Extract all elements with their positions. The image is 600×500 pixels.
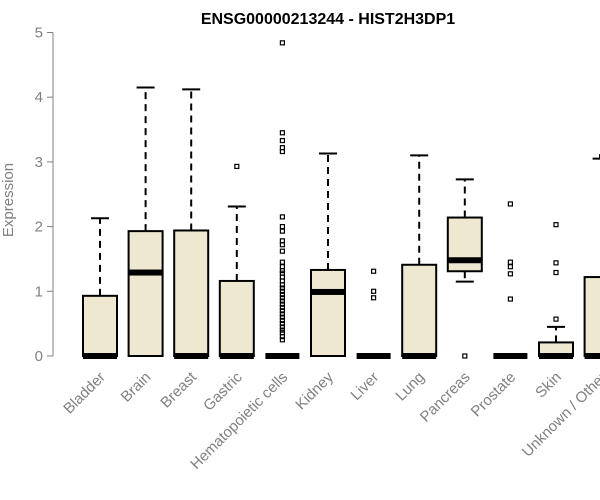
outlier-point [279, 324, 285, 330]
y-tick-label: 3 [35, 154, 43, 171]
outlier-point [279, 304, 285, 311]
outlier-point [279, 321, 285, 327]
y-tick-label: 0 [35, 348, 43, 365]
outlier-point [507, 271, 513, 277]
x-tick-label: Kidney [292, 368, 337, 413]
outlier-point [507, 296, 513, 302]
median-line [584, 353, 600, 359]
y-tick-label: 5 [35, 25, 43, 42]
median-line [83, 353, 117, 359]
outlier-point [279, 288, 285, 294]
outlier-point [279, 137, 285, 144]
outlier-point [553, 260, 559, 266]
outlier-point [279, 291, 285, 298]
median-line [265, 353, 300, 359]
median-line [128, 269, 163, 276]
outlier-point [279, 317, 285, 324]
boxes [82, 40, 600, 359]
outlier-point [279, 242, 285, 248]
x-tick-label: Lung [392, 369, 428, 405]
box-group [583, 154, 600, 359]
outlier-point [279, 311, 285, 317]
box-group [82, 217, 118, 359]
outlier-point [279, 301, 285, 307]
x-tick-label: Prostate [468, 369, 520, 421]
box-group [493, 201, 528, 359]
median-line [447, 257, 482, 264]
outlier-point [553, 222, 559, 228]
box-group [538, 222, 574, 359]
outlier-point [279, 259, 285, 265]
y-axis-label: Expression [0, 163, 17, 237]
x-tick-label: Breast [157, 368, 200, 411]
median-line [356, 353, 391, 359]
y-tick-label: 4 [35, 89, 43, 106]
outlier-point [279, 285, 285, 291]
y-tick-label: 1 [35, 283, 43, 300]
outlier-point [279, 148, 285, 155]
outlier-point [279, 282, 285, 288]
outlier-point [462, 353, 468, 359]
median-line [493, 353, 528, 359]
box [401, 263, 438, 358]
outlier-point [279, 308, 285, 314]
outlier-point [371, 295, 377, 301]
outlier-point [279, 130, 285, 136]
box [310, 268, 346, 358]
median-line [402, 353, 437, 359]
box-group [446, 178, 483, 359]
x-tick-label: Gastric [200, 368, 246, 414]
outlier-point [279, 298, 285, 304]
box [173, 229, 210, 357]
box-group [310, 152, 346, 358]
box [583, 276, 600, 358]
outlier-point [507, 264, 513, 270]
outlier-point [279, 295, 285, 301]
outlier-point [279, 314, 285, 320]
outlier-point [279, 224, 285, 230]
median-line [311, 288, 345, 295]
box-group [401, 154, 438, 359]
x-tick-label: Pancreas [417, 369, 474, 426]
outlier-point [553, 269, 559, 276]
median-line [219, 353, 254, 359]
outlier-point [279, 337, 285, 343]
outlier-point [279, 214, 285, 220]
median-line [174, 353, 209, 359]
outlier-point [279, 248, 285, 254]
y-tick-label: 2 [35, 219, 43, 236]
outlier-point [234, 163, 240, 170]
box-group [173, 88, 210, 359]
box-group [218, 163, 255, 359]
median-line [539, 353, 573, 359]
box [127, 230, 164, 357]
outlier-point [279, 228, 285, 234]
chart-title: ENSG00000213244 - HIST2H3DP1 [201, 11, 455, 28]
outlier-point [507, 201, 513, 207]
x-tick-label: Liver [347, 369, 382, 404]
box [82, 294, 118, 358]
outlier-point [371, 268, 377, 274]
outlier-point [371, 288, 377, 294]
outlier-point [279, 40, 285, 46]
y-axis: 0 1 2 3 4 5 [35, 25, 54, 365]
box-group [356, 268, 391, 359]
x-tick-label: Brain [118, 369, 155, 406]
box [218, 279, 255, 357]
outlier-point [507, 259, 513, 265]
x-tick-label: Bladder [60, 369, 109, 418]
box-group [265, 40, 300, 359]
outlier-point [553, 316, 559, 322]
x-tick-label: Skin [532, 369, 565, 402]
outlier-point [279, 333, 285, 340]
box-group [127, 86, 164, 357]
